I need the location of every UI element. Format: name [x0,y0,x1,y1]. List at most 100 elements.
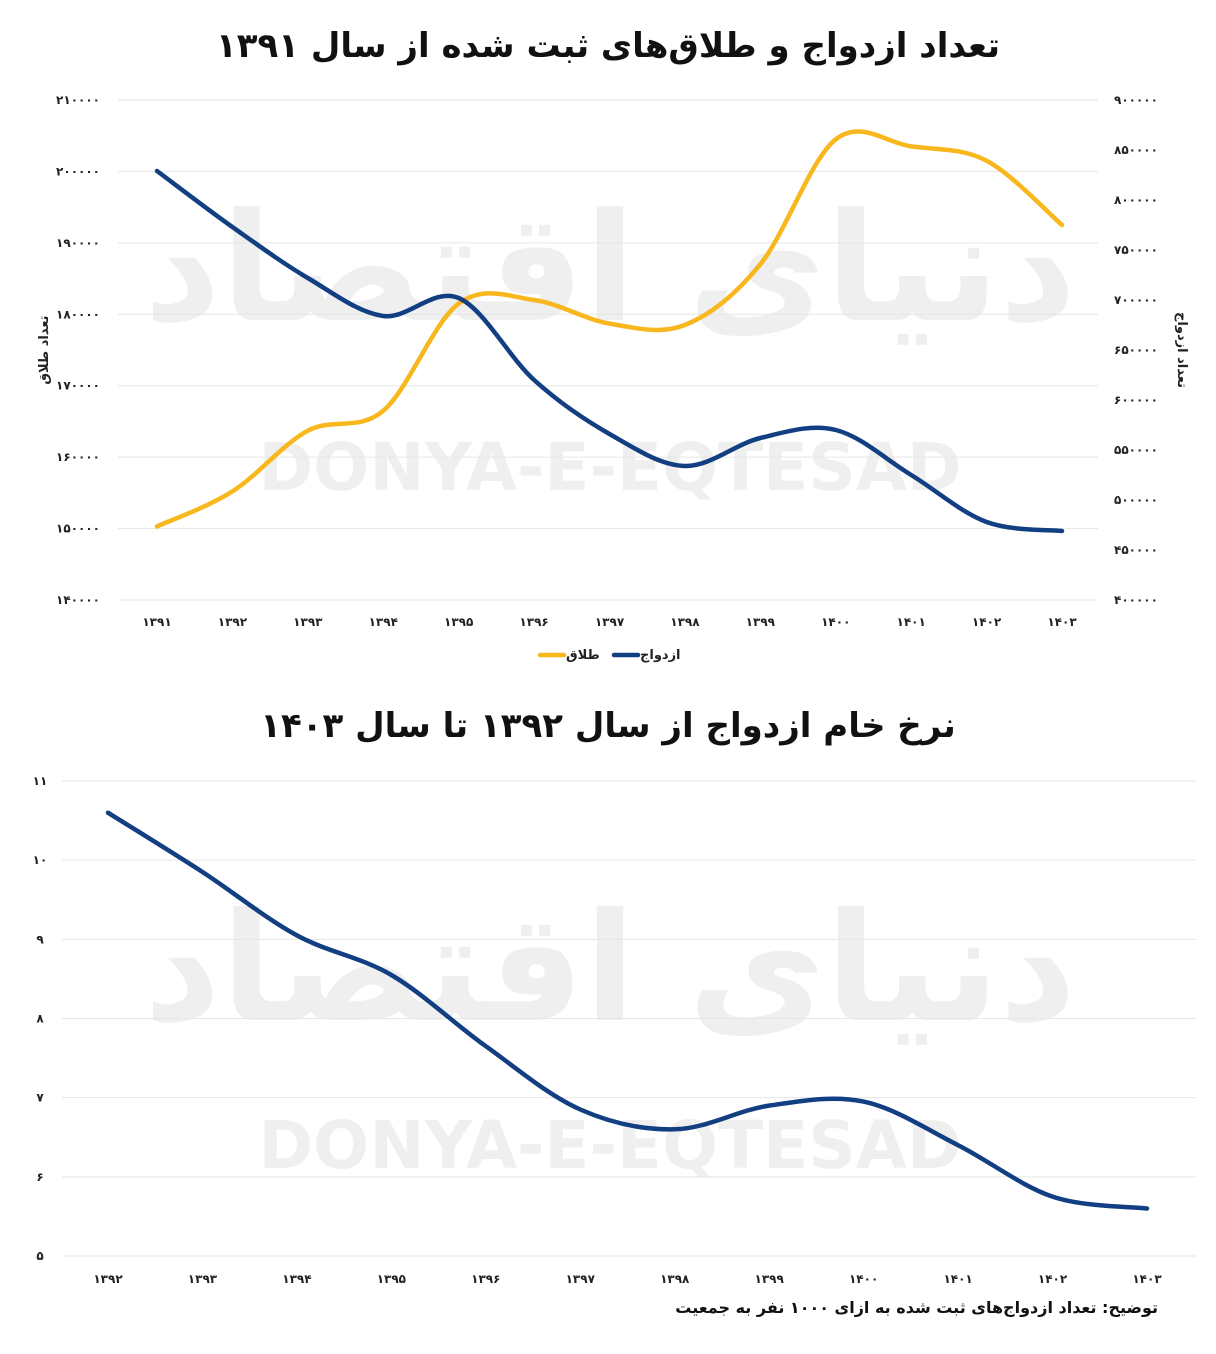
y-tick-label: ۸ [36,1012,44,1026]
y-right-tick-label: ۸۰۰۰۰۰ [1114,193,1158,207]
x-tick-label: ۱۳۹۴ [369,615,398,629]
y-left-tick-label: ۱۷۰۰۰۰ [56,379,100,393]
y-left-tick-label: ۱۹۰۰۰۰ [56,236,100,250]
data-point [457,296,461,300]
data-point [956,1143,960,1147]
chart-1-marriage-divorce: دنیای اقتصاد DONYA-E-EQTESAD ۲۱۰۰۰۰ ۲۰۰۰۰۰ ۱… [37,93,1189,663]
chart-2-title: نرخ خام ازدواج از سال ۱۳۹۲ تا سال ۱۴۰۳ [260,706,956,746]
data-point [834,428,838,432]
data-point [673,1127,677,1131]
x-tick-label: ۱۴۰۱ [943,1272,972,1286]
y-right-tick-label: ۷۰۰۰۰۰ [1114,293,1158,307]
data-point [532,298,536,302]
y-right-tick-label: ۸۵۰۰۰۰ [1114,143,1158,157]
y-tick-label: ۹ [36,932,44,946]
data-point [457,302,461,306]
y-right-tick-label: ۹۰۰۰۰۰ [1114,93,1158,107]
data-point [1060,223,1064,227]
chart-2-crude-marriage-rate: دنیای اقتصادDONYA-E-EQTESAD۱۱۱۰۹۸۷۶۵۱۳۹۲… [33,774,1196,1286]
x-tick-label: ۱۳۹۸ [670,615,700,629]
data-point [758,436,762,440]
legend-label: ازدواج [640,648,681,663]
data-point [106,811,110,815]
y-right-tick-label: ۴۵۰۰۰۰ [1114,543,1158,557]
y-right-tick-label: ۶۰۰۰۰۰ [1114,393,1158,407]
data-point [985,159,989,163]
x-tick-label: ۱۴۰۳ [1132,1272,1162,1286]
data-point [758,262,762,266]
watermark-persian: دنیای اقتصاد [144,182,1077,356]
chart-1-title: تعداد ازدواج و طلاق‌های ثبت شده از سال ۱… [216,26,1000,66]
x-tick-label: ۱۳۹۶ [471,1272,500,1286]
legend-label: طلاق [566,648,600,663]
y-right-tick-label: ۶۵۰۰۰۰ [1114,343,1158,357]
data-point [862,1100,866,1104]
data-point [608,432,611,436]
y-tick-label: ۵ [36,1249,43,1263]
x-tick-label: ۱۳۹۶ [519,615,548,629]
x-tick-label: ۱۳۹۴ [282,1272,311,1286]
data-point [295,933,299,937]
x-tick-label: ۱۴۰۰ [849,1272,878,1286]
x-tick-label: ۱۴۰۲ [972,615,1002,629]
footnote: توضیح: تعداد ازدواج‌های ثبت شده به ازای … [675,1298,1158,1317]
y-left-tick-label: ۲۱۰۰۰۰ [56,93,100,107]
y-tick-label: ۶ [36,1170,43,1184]
data-point [381,314,385,318]
data-point [683,323,687,327]
x-tick-label: ۱۳۹۱ [142,615,171,629]
x-tick-label: ۱۳۹۷ [595,615,625,629]
y-left-tick-label: ۱۴۰۰۰۰ [56,593,100,607]
data-point [155,524,159,528]
y-left-tick-label: ۱۵۰۰۰۰ [56,522,100,536]
x-tick-label: ۱۴۰۱ [897,615,926,629]
series-line-crude-rate [105,810,1150,1211]
data-point [578,1108,582,1112]
x-tick-label: ۱۳۹۸ [660,1272,690,1286]
data-point [767,1104,771,1108]
x-tick-label: ۱۴۰۰ [821,615,850,629]
x-tick-label: ۱۳۹۲ [93,1272,123,1286]
data-point [1051,1195,1055,1199]
y-right-axis-title: تعداد ازدواج [1174,312,1189,388]
y-tick-label: ۱۰ [33,853,48,867]
data-point [532,378,536,382]
x-tick-label: ۱۳۹۳ [293,615,323,629]
data-point [306,276,310,280]
data-point [230,489,234,493]
y-tick-label: ۷ [36,1091,44,1105]
x-tick-label: ۱۳۹۷ [566,1272,596,1286]
x-tick-label: ۱۳۹۹ [755,1272,785,1286]
x-tick-label: ۱۳۹۲ [218,615,248,629]
data-point [1060,529,1064,533]
data-point [155,169,159,173]
y-right-tick-label: ۴۰۰۰۰۰ [1114,593,1158,607]
x-tick-label: ۱۳۹۳ [188,1272,218,1286]
data-point [230,225,234,229]
x-tick-label: ۱۳۹۵ [444,615,473,629]
x-tick-label: ۱۴۰۳ [1047,615,1077,629]
y-left-tick-label: ۱۸۰۰۰۰ [56,307,100,321]
y-left-tick-label: ۲۰۰۰۰۰ [56,164,100,178]
data-point [381,409,385,413]
y-left-tick-label: ۱۶۰۰۰۰ [56,450,100,464]
y-right-tick-label: ۵۰۰۰۰۰ [1114,493,1158,507]
x-tick-label: ۱۳۹۹ [746,615,776,629]
watermark-persian: دنیای اقتصاد [144,882,1077,1056]
data-point [683,464,687,468]
data-point [985,520,989,524]
data-point [608,322,611,326]
y-right-tick-label: ۷۵۰۰۰۰ [1114,243,1158,257]
data-point [389,973,393,977]
data-point [909,473,913,477]
data-point [200,870,204,874]
data-point [484,1044,488,1048]
y-right-tick-label: ۵۵۰۰۰۰ [1114,443,1158,457]
watermark-latin: DONYA-E-EQTESAD [258,429,961,506]
data-point [1145,1207,1149,1210]
x-tick-label: ۱۴۰۲ [1038,1272,1068,1286]
data-point [834,137,838,141]
x-tick-label: ۱۳۹۵ [377,1272,406,1286]
data-point [306,429,310,433]
y-tick-label: ۱۱ [33,774,48,788]
